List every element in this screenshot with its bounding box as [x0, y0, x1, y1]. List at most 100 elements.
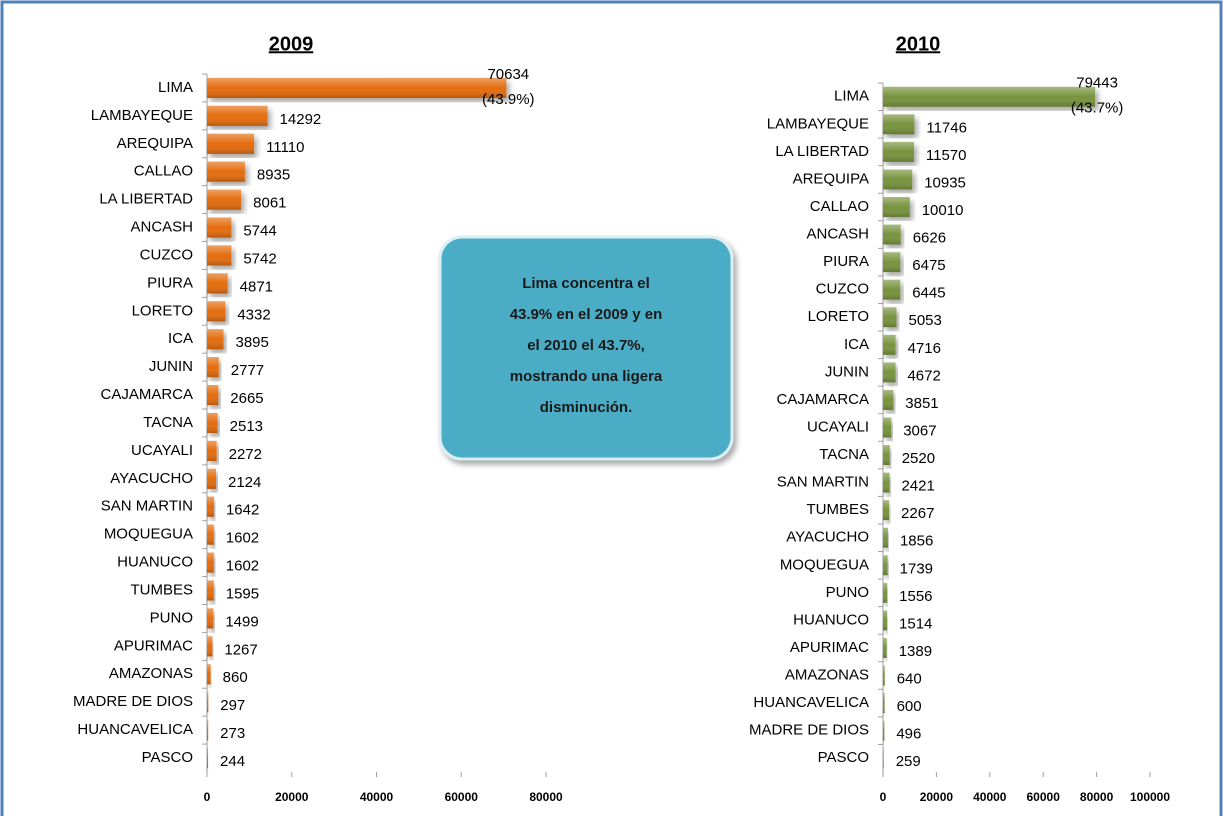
- y-tick-label: MADRE DE DIOS: [749, 722, 869, 739]
- bar-gloss: [883, 362, 896, 383]
- bar-gloss: [207, 608, 214, 629]
- data-label: 1595: [226, 585, 259, 602]
- y-tick-label: JUNIN: [149, 358, 193, 375]
- y-tick-label: AYACUCHO: [110, 470, 193, 487]
- data-label: 1556: [899, 588, 932, 605]
- chart-title: 2009: [269, 33, 314, 55]
- bar-gloss: [207, 161, 245, 182]
- callout-box: [438, 235, 734, 461]
- data-label: 4871: [240, 278, 273, 295]
- bar-gloss: [883, 86, 1096, 107]
- bar-gloss: [207, 133, 255, 154]
- bar-gloss: [207, 77, 507, 99]
- data-label: 2665: [230, 390, 263, 407]
- y-tick-label: MOQUEGUA: [780, 556, 869, 573]
- bar-gloss: [207, 720, 209, 741]
- y-tick-label: UCAYALI: [807, 418, 869, 435]
- data-label: 11746: [926, 119, 967, 136]
- data-label: 4332: [237, 306, 270, 323]
- bar-gloss: [207, 329, 224, 350]
- bar-gloss: [207, 189, 242, 210]
- bar-gloss: [883, 720, 885, 741]
- data-label: 8061: [253, 195, 286, 212]
- y-tick-label: TUMBES: [130, 581, 193, 598]
- bar-gloss: [883, 197, 910, 217]
- data-label: 2520: [902, 450, 935, 467]
- x-tick-label: 60000: [1027, 790, 1061, 804]
- y-tick-label: LA LIBERTAD: [99, 191, 193, 208]
- bar-gloss: [207, 385, 219, 406]
- data-label: 600: [897, 698, 922, 715]
- data-label: 6475: [912, 257, 945, 274]
- y-tick-label: AMAZONAS: [109, 665, 193, 682]
- y-tick-label: PIURA: [823, 253, 869, 270]
- data-label: 1602: [226, 530, 259, 547]
- y-tick-label: HUANUCO: [117, 554, 193, 571]
- bar-gloss: [883, 500, 890, 521]
- data-label: 6626: [913, 230, 946, 247]
- callout-line: mostrando una ligera: [510, 368, 663, 385]
- bar-gloss: [883, 390, 894, 410]
- bar-gloss: [883, 279, 901, 300]
- bar-gloss: [207, 580, 214, 601]
- y-tick-label: AREQUIPA: [117, 135, 193, 152]
- data-label: 2124: [228, 474, 261, 491]
- data-label: 8935: [257, 167, 290, 184]
- bar-gloss: [883, 610, 888, 631]
- bar-gloss: [207, 496, 214, 517]
- bar-gloss: [883, 114, 915, 135]
- y-tick-label: APURIMAC: [790, 639, 869, 656]
- y-tick-label: PIURA: [147, 274, 193, 291]
- y-tick-label: AYACUCHO: [786, 529, 869, 546]
- data-label: 273: [220, 725, 245, 742]
- x-tick-label: 20000: [275, 790, 309, 804]
- bar-gloss: [883, 417, 892, 438]
- data-label: 11570: [926, 147, 967, 164]
- bar-gloss: [207, 245, 232, 266]
- bar-gloss: [883, 665, 885, 686]
- data-label: 10010: [922, 202, 964, 219]
- data-label: 79443: [1076, 75, 1118, 92]
- bar-gloss: [883, 555, 888, 576]
- data-label: 2421: [901, 478, 934, 495]
- callout: Lima concentra el 43.9% en el 2009 y en …: [438, 235, 734, 461]
- data-label: 2777: [231, 362, 264, 379]
- data-label: 1856: [900, 533, 933, 550]
- x-tick-label: 20000: [920, 790, 954, 804]
- bar-gloss: [883, 638, 887, 658]
- data-label: 6445: [912, 285, 945, 302]
- x-tick-label: 80000: [529, 790, 563, 804]
- bar-gloss: [207, 468, 217, 489]
- y-tick-label: SAN MARTIN: [777, 474, 869, 491]
- data-label: 2267: [901, 505, 934, 522]
- y-tick-label: HUANCAVELICA: [77, 721, 193, 738]
- y-tick-label: APURIMAC: [114, 637, 193, 654]
- callout-line: 43.9% en el 2009 y en: [510, 306, 663, 323]
- data-label: 496: [896, 726, 921, 743]
- y-tick-label: LIMA: [834, 88, 869, 105]
- bar-chart: 2010 0 20000 40000 60000 80000 100000 LIMA 79443…: [749, 33, 1170, 804]
- y-tick-label: UCAYALI: [131, 442, 193, 459]
- bar-gloss: [883, 527, 888, 548]
- data-label: 4672: [907, 367, 940, 384]
- y-tick-label: LAMBAYEQUE: [767, 115, 869, 132]
- callout-line: disminución.: [540, 399, 633, 416]
- y-tick-label: PUNO: [826, 584, 869, 601]
- bar-gloss: [207, 273, 228, 294]
- y-tick-label: LAMBAYEQUE: [91, 107, 193, 124]
- x-tick-label: 60000: [445, 790, 479, 804]
- y-tick-label: TACNA: [143, 414, 193, 431]
- x-tick-label: 100000: [1130, 790, 1170, 804]
- y-tick-label: ICA: [168, 330, 193, 347]
- data-label: 1499: [225, 613, 258, 630]
- y-tick-label: HUANCAVELICA: [753, 694, 869, 711]
- bar-chart: 2009 0 20000 40000 60000 80000 LIMA 70634 (43.9%…: [73, 33, 563, 804]
- y-tick-label: JUNIN: [825, 363, 869, 380]
- x-tick-label: 0: [880, 790, 887, 804]
- x-tick-label: 80000: [1080, 790, 1114, 804]
- data-label: 860: [223, 669, 248, 686]
- bar-gloss: [883, 334, 896, 355]
- data-label: 259: [896, 753, 921, 770]
- data-label: 3895: [236, 334, 269, 351]
- chart-title: 2010: [896, 33, 941, 55]
